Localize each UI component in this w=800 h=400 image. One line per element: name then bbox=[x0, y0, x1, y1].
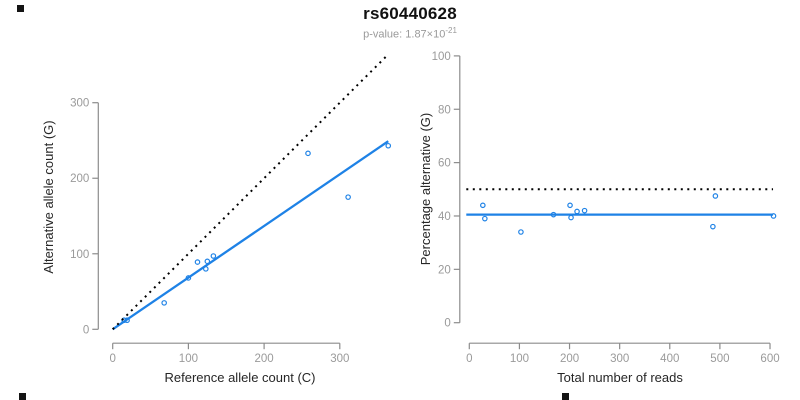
data-point bbox=[770, 213, 777, 219]
y-tick-label: 100 bbox=[70, 249, 89, 261]
y-tick-label: 0 bbox=[83, 324, 89, 336]
fit-line bbox=[112, 140, 389, 331]
y-tick-label: 40 bbox=[438, 211, 451, 223]
data-point bbox=[567, 202, 573, 209]
y-tick-label: 100 bbox=[432, 51, 451, 63]
x-tick-label: 300 bbox=[330, 353, 349, 365]
data-point bbox=[480, 202, 486, 209]
x-tick-label: 100 bbox=[510, 353, 529, 365]
left-plot-x-axis-title: Reference allele count (C) bbox=[164, 370, 315, 385]
data-point bbox=[385, 142, 392, 149]
x-tick-label: 500 bbox=[710, 353, 729, 365]
x-tick-label: 100 bbox=[179, 353, 198, 365]
data-point bbox=[712, 193, 719, 199]
data-point bbox=[194, 259, 201, 265]
x-tick-label: 200 bbox=[560, 353, 579, 365]
artifact-mark bbox=[19, 393, 26, 400]
artifact-mark bbox=[562, 393, 569, 400]
percentage-vs-reads-plot: 0 100 200 300 400 500 600 0 20 40 60 80 100 bbox=[432, 51, 780, 365]
data-point bbox=[568, 214, 574, 221]
x-tick-label: 0 bbox=[466, 353, 472, 365]
identity-line bbox=[111, 55, 387, 331]
data-point bbox=[710, 223, 716, 230]
y-tick-label: 80 bbox=[438, 104, 451, 116]
y-tick-label: 0 bbox=[444, 318, 450, 330]
y-tick-label: 20 bbox=[438, 264, 451, 276]
x-tick-label: 0 bbox=[109, 353, 115, 365]
data-point bbox=[518, 229, 524, 235]
data-point bbox=[574, 208, 580, 215]
x-tick-label: 300 bbox=[610, 353, 629, 365]
data-point bbox=[482, 215, 488, 222]
data-point bbox=[161, 300, 167, 306]
right-plot-y-axis-title: Percentage alternative (G) bbox=[418, 113, 433, 265]
right-plot-x-axis-title: Total number of reads bbox=[557, 370, 683, 385]
artifact-mark bbox=[17, 5, 24, 12]
data-point bbox=[305, 150, 311, 157]
data-point bbox=[581, 207, 588, 214]
x-tick-label: 400 bbox=[660, 353, 679, 365]
y-tick-label: 200 bbox=[70, 173, 89, 185]
x-tick-label: 200 bbox=[255, 353, 274, 365]
x-tick-label: 600 bbox=[760, 353, 779, 365]
data-point bbox=[210, 253, 217, 259]
left-plot-y-axis-title: Alternative allele count (G) bbox=[41, 120, 56, 273]
y-tick-label: 60 bbox=[438, 158, 451, 170]
allele-counts-plot: 0 100 200 300 0 100 200 300 bbox=[70, 55, 392, 365]
y-tick-label: 300 bbox=[70, 98, 89, 110]
data-point bbox=[345, 194, 351, 200]
